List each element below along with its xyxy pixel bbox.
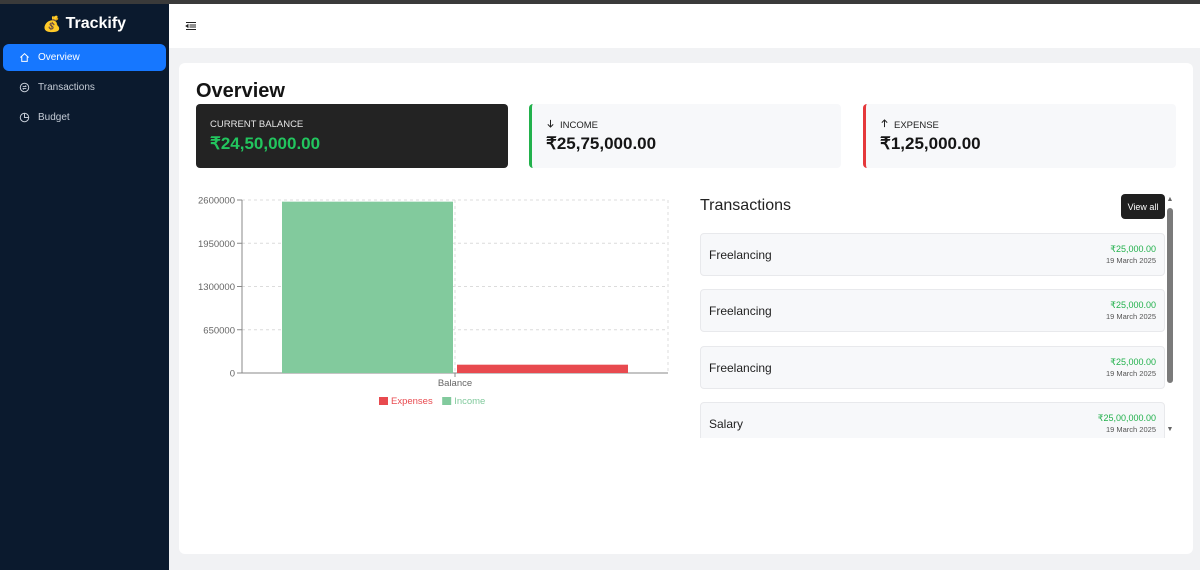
y-tick-label: 1950000	[198, 239, 235, 250]
list-item[interactable]: Freelancing ₹25,000.00 19 March 2025	[700, 346, 1165, 389]
transactions-list[interactable]: Freelancing ₹25,000.00 19 March 2025 Fre…	[700, 233, 1165, 438]
arrow-down-icon	[546, 119, 555, 131]
bar-expenses	[457, 364, 628, 373]
transaction-amount: ₹25,000.00	[1110, 300, 1156, 310]
x-tick-label: Balance	[438, 378, 472, 389]
transaction-name: Salary	[709, 417, 744, 431]
transaction-date: 19 March 2025	[1105, 256, 1156, 265]
main-content: Overview CURRENT BALANCE ₹24,50,000.00 I…	[179, 63, 1193, 554]
stat-value: ₹24,50,000.00	[210, 134, 321, 153]
balance-bar-chart: 2600000 1950000 1300000 650000 0 Balance Expen…	[198, 196, 669, 407]
menu-fold-icon[interactable]	[185, 19, 197, 31]
sidebar-item-budget[interactable]: Budget	[3, 104, 166, 131]
transaction-date: 19 March 2025	[1105, 369, 1156, 378]
sidebar-item-label: Transactions	[38, 82, 95, 93]
transaction-date: 19 March 2025	[1105, 425, 1156, 434]
legend-label: Expenses	[391, 396, 433, 407]
stat-label: EXPENSE	[894, 119, 939, 131]
app-name: Trackify	[65, 15, 127, 32]
pie-chart-icon	[18, 112, 30, 124]
income-card: INCOME ₹25,75,000.00	[529, 104, 841, 168]
arrow-up-icon	[880, 119, 889, 131]
sidebar: 💰 Trackify Overview Transactions Budget	[0, 4, 169, 570]
scroll-up-icon[interactable]: ▲	[1166, 196, 1174, 203]
home-icon	[18, 52, 30, 64]
current-balance-card: CURRENT BALANCE ₹24,50,000.00	[196, 104, 508, 168]
y-tick-label: 2600000	[198, 196, 235, 207]
scroll-thumb[interactable]	[1167, 208, 1173, 383]
transaction-date: 19 March 2025	[1105, 312, 1156, 321]
y-tick-label: 650000	[203, 325, 235, 336]
stat-label: CURRENT BALANCE	[210, 119, 304, 130]
sidebar-item-label: Budget	[38, 112, 70, 123]
transaction-amount: ₹25,000.00	[1110, 357, 1156, 367]
scroll-down-icon[interactable]: ▼	[1166, 426, 1174, 433]
transactions-title: Transactions	[700, 197, 791, 214]
view-all-button[interactable]: View all	[1121, 194, 1165, 219]
sidebar-item-label: Overview	[38, 52, 80, 63]
list-item[interactable]: Freelancing ₹25,000.00 19 March 2025	[700, 233, 1165, 276]
sidebar-item-overview[interactable]: Overview	[3, 44, 166, 71]
bar-income	[282, 201, 453, 373]
transactions-icon	[18, 82, 30, 94]
money-bag-icon: 💰	[42, 16, 62, 33]
stat-label-row: INCOME	[546, 119, 598, 131]
transactions-scrollbar[interactable]: ▲ ▼	[1166, 196, 1174, 436]
list-item[interactable]: Freelancing ₹25,000.00 19 March 2025	[700, 289, 1165, 332]
top-header	[169, 4, 1200, 48]
stat-label-row: EXPENSE	[880, 119, 939, 131]
window-top-strip	[0, 0, 1200, 4]
stat-label: INCOME	[560, 119, 598, 131]
expense-card: EXPENSE ₹1,25,000.00	[863, 104, 1176, 168]
stat-value: ₹25,75,000.00	[546, 134, 657, 153]
transaction-name: Freelancing	[709, 304, 772, 318]
transaction-amount: ₹25,000.00	[1110, 244, 1156, 254]
legend-swatch	[442, 397, 452, 405]
legend-label: Income	[454, 396, 485, 407]
transaction-name: Freelancing	[709, 361, 772, 375]
legend-swatch	[379, 397, 388, 405]
y-tick-label: 1300000	[198, 282, 235, 293]
transaction-name: Freelancing	[709, 248, 772, 262]
y-tick-label: 0	[230, 369, 235, 380]
transaction-amount: ₹25,00,000.00	[1097, 413, 1156, 423]
list-item[interactable]: Salary ₹25,00,000.00 19 March 2025	[700, 402, 1165, 438]
sidebar-item-transactions[interactable]: Transactions	[3, 74, 166, 101]
brand[interactable]: 💰 Trackify	[0, 4, 169, 44]
stat-value: ₹1,25,000.00	[880, 134, 981, 153]
page-title: Overview	[196, 80, 285, 102]
